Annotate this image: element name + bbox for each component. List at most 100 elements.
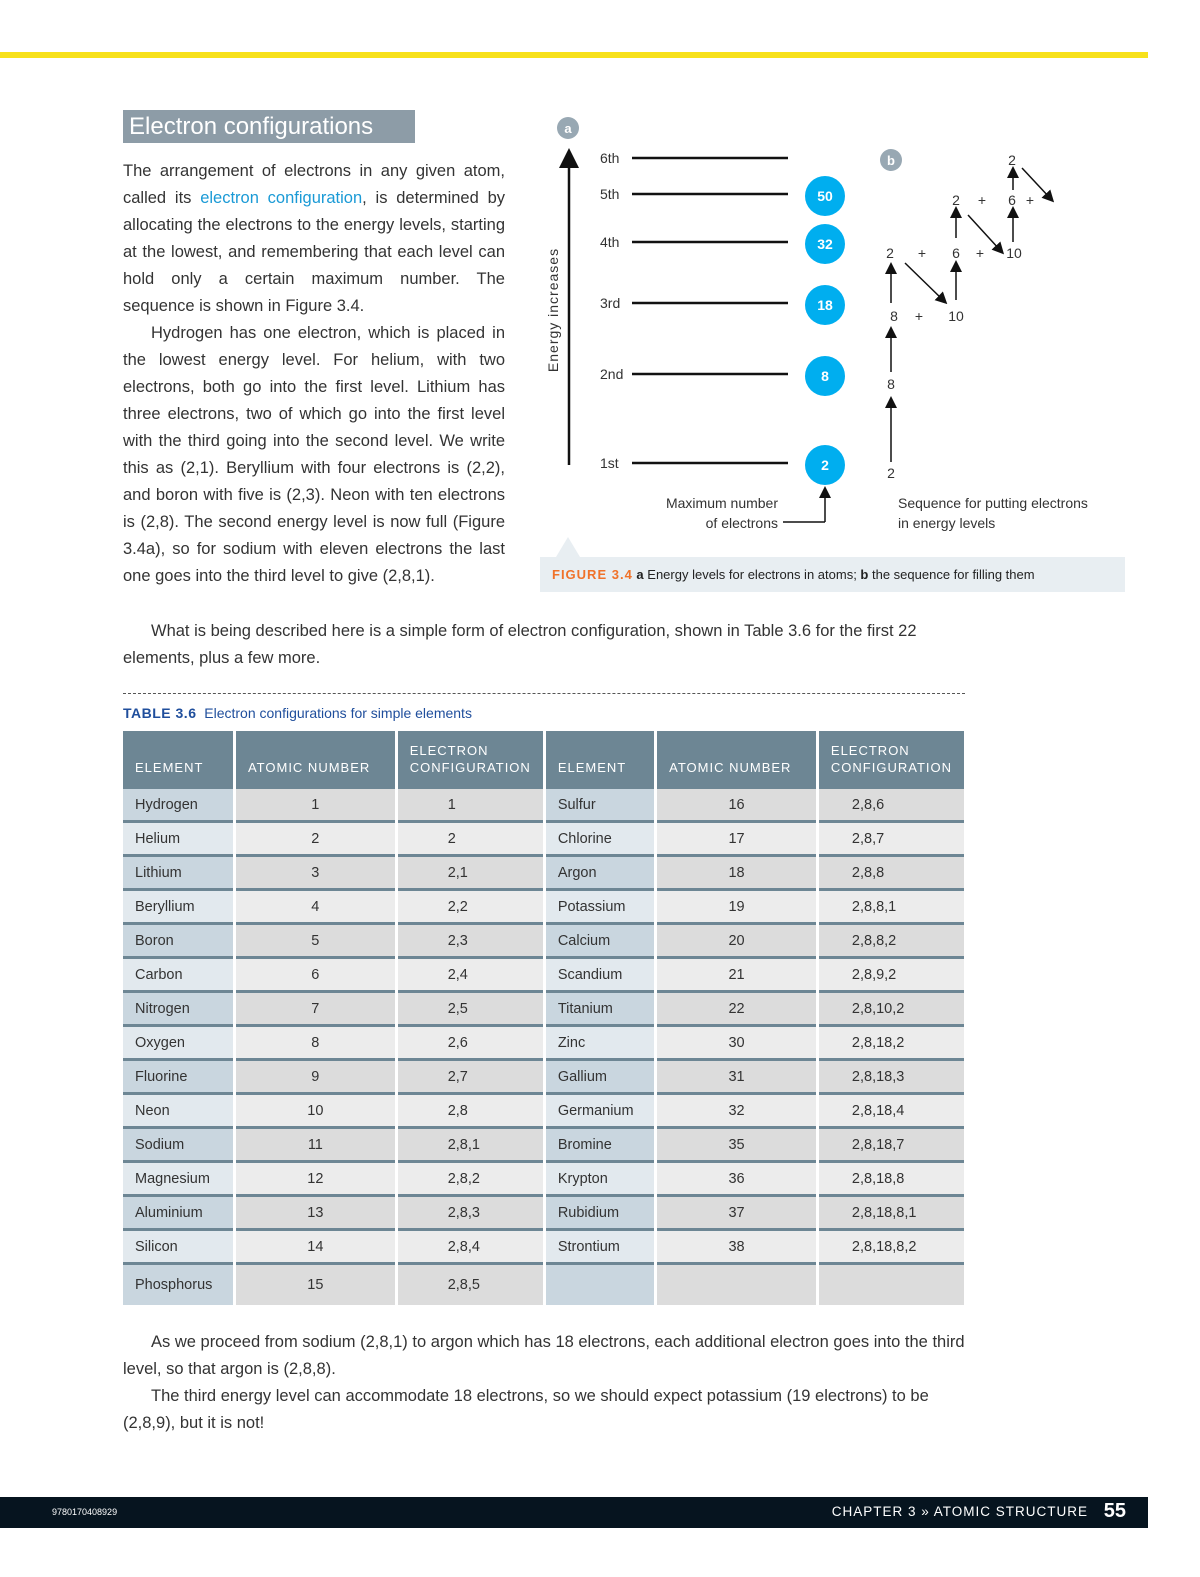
- paragraph-4: As we proceed from sodium (2,8,1) to arg…: [123, 1333, 965, 1378]
- atomic-number: 9: [234, 1058, 398, 1094]
- max-electrons-value: 8: [821, 368, 829, 384]
- chapter-title: CHAPTER 3 » ATOMIC STRUCTURE: [831, 1504, 1088, 1519]
- atomic-number: 37: [655, 1194, 819, 1230]
- element-name: Gallium: [544, 1058, 658, 1094]
- table-row: Aluminium 13 2,8,3 Rubidium 37 2,8,18,8,1: [123, 1194, 968, 1230]
- seq-number: 2: [952, 192, 960, 208]
- column-header: ATOMIC NUMBER: [234, 731, 398, 788]
- text: a: [636, 567, 644, 582]
- element-name: Lithium: [123, 854, 236, 890]
- element-name: Nitrogen: [123, 990, 236, 1026]
- table-caption: TABLE 3.6 Electron configurations for si…: [123, 705, 472, 721]
- atomic-number: 32: [655, 1092, 819, 1128]
- glossary-link[interactable]: electron configuration: [200, 189, 363, 207]
- page-number: 55: [1103, 1500, 1126, 1522]
- level-label: 2nd: [600, 366, 623, 382]
- element-name: Oxygen: [123, 1024, 236, 1060]
- seq-number: 10: [1006, 245, 1022, 261]
- table-row: Oxygen 8 2,6 Zinc 30 2,8,18,2: [123, 1024, 968, 1060]
- atomic-number: 3: [234, 854, 398, 890]
- sequence-label: Sequence for putting electrons: [898, 495, 1088, 511]
- figure-caption: FIGURE 3.4 a Energy levels for electrons…: [540, 557, 1125, 592]
- seq-number: 10: [948, 308, 964, 324]
- column-header: ELECTRON CONFIGURATION: [396, 731, 546, 788]
- seq-plus: +: [976, 245, 984, 261]
- section-heading: Electron configurations: [123, 110, 415, 143]
- text: the sequence for filling them: [868, 567, 1035, 582]
- electron-configuration: 2,1: [396, 854, 546, 890]
- paragraph-2: Hydrogen has one electron, which is plac…: [123, 324, 505, 585]
- electron-configuration: 2,8,9,2: [817, 956, 968, 992]
- text: , is determined by allocating the electr…: [123, 189, 505, 315]
- element-name: Boron: [123, 922, 236, 958]
- element-name: Strontium: [544, 1228, 658, 1264]
- electron-configuration: [817, 1262, 968, 1305]
- panel-a-badge: [557, 117, 579, 139]
- level-label: 3rd: [600, 295, 620, 311]
- element-name: Phosphorus: [123, 1262, 236, 1305]
- atomic-number: 21: [655, 956, 819, 992]
- element-name: Zinc: [544, 1024, 658, 1060]
- axis-label: Energy increases: [545, 248, 561, 372]
- element-name: Argon: [544, 854, 658, 890]
- element-name: Sodium: [123, 1126, 236, 1162]
- figure-number: FIGURE 3.4: [552, 567, 633, 582]
- element-name: Magnesium: [123, 1160, 236, 1196]
- electron-configuration: 2,8,18,7: [817, 1126, 968, 1162]
- electron-configuration: 2,8,18,4: [817, 1092, 968, 1128]
- element-name: Beryllium: [123, 888, 236, 924]
- electron-configuration: 2,8,5: [396, 1262, 546, 1305]
- electron-configuration: 2,2: [396, 888, 546, 924]
- element-name: Sulfur: [544, 786, 658, 822]
- atomic-number: 35: [655, 1126, 819, 1162]
- atomic-number: 8: [234, 1024, 398, 1060]
- atomic-number: 10: [234, 1092, 398, 1128]
- atomic-number: 20: [655, 922, 819, 958]
- table-row: Boron 5 2,3 Calcium 20 2,8,8,2: [123, 922, 968, 958]
- panel-a-label: a: [564, 121, 572, 136]
- electron-configuration: 2,8,18,8,1: [817, 1194, 968, 1230]
- element-name: Scandium: [544, 956, 658, 992]
- electron-configuration: 2,3: [396, 922, 546, 958]
- element-name: Bromine: [544, 1126, 658, 1162]
- seq-number: 2: [887, 465, 895, 481]
- atomic-number: 31: [655, 1058, 819, 1094]
- atomic-number: 16: [655, 786, 819, 822]
- element-name: Carbon: [123, 956, 236, 992]
- page-footer: 9780170408929 CHAPTER 3 » ATOMIC STRUCTU…: [0, 1497, 1148, 1528]
- element-name: Chlorine: [544, 820, 658, 856]
- atomic-number: 6: [234, 956, 398, 992]
- element-name: Hydrogen: [123, 786, 236, 822]
- atomic-number: 38: [655, 1228, 819, 1264]
- isbn: 9780170408929: [52, 1507, 118, 1517]
- atomic-number: 2: [234, 820, 398, 856]
- atomic-number: 36: [655, 1160, 819, 1196]
- caption-pointer: [556, 537, 580, 557]
- column-header: ELEMENT: [123, 731, 236, 788]
- electron-configuration: 2,8,18,2: [817, 1024, 968, 1060]
- accent-bar: [0, 52, 1148, 58]
- element-name: Neon: [123, 1092, 236, 1128]
- table-row: Phosphorus 15 2,8,5: [123, 1262, 968, 1305]
- electron-configuration: 2,8,3: [396, 1194, 546, 1230]
- closing-text: As we proceed from sodium (2,8,1) to arg…: [123, 1329, 965, 1437]
- seq-plus: +: [918, 245, 926, 261]
- atomic-number: 11: [234, 1126, 398, 1162]
- seq-number: 6: [1008, 192, 1016, 208]
- column-header: ATOMIC NUMBER: [655, 731, 819, 788]
- sequence-label: in energy levels: [898, 515, 995, 531]
- filling-sequence: 2 8 8 + 10 2 + 6 + 10 2 + 6 + 2: [886, 152, 1034, 481]
- level-label: 6th: [600, 150, 619, 166]
- paragraph-3: What is being described here is a simple…: [123, 618, 965, 672]
- electron-configuration: 2,8,1: [396, 1126, 546, 1162]
- electron-configuration: 2,8,18,8: [817, 1160, 968, 1196]
- atomic-number: 18: [655, 854, 819, 890]
- electron-configuration: 2,8,7: [817, 820, 968, 856]
- text: What is being described here is a simple…: [123, 622, 917, 667]
- electron-configuration: 2,5: [396, 990, 546, 1026]
- atomic-number: 22: [655, 990, 819, 1026]
- max-label: Maximum number: [666, 495, 778, 511]
- electron-config-table: ELEMENT ATOMIC NUMBER ELECTRON CONFIGURATI…: [123, 731, 968, 1305]
- electron-configuration: 2,8,18,3: [817, 1058, 968, 1094]
- atomic-number: 15: [234, 1262, 398, 1305]
